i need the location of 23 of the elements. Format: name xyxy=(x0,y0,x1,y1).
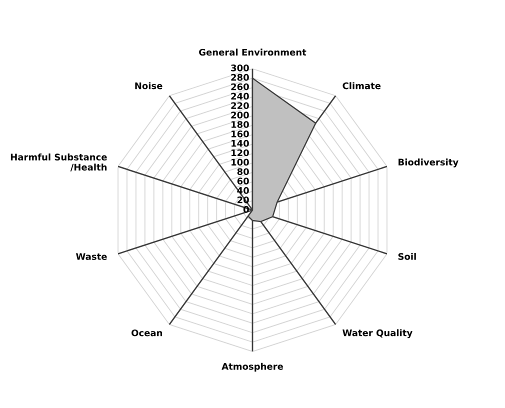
spoke-label: Atmosphere xyxy=(222,362,283,372)
spoke-label: Water Quality xyxy=(342,329,412,338)
y-tick-label: 220 xyxy=(231,102,249,110)
spoke-label: Noise xyxy=(135,82,162,90)
y-tick-label: 80 xyxy=(237,168,249,176)
y-tick-label: 280 xyxy=(231,74,249,81)
y-tick-label: 120 xyxy=(232,149,249,156)
y-tick-label: 200 xyxy=(231,112,249,118)
y-tick-label: 240 xyxy=(231,92,249,100)
spoke-label: Waste xyxy=(76,253,107,260)
spoke-label: General Environment xyxy=(199,48,306,56)
y-tick-label: 60 xyxy=(237,178,249,184)
spoke-label: Climate xyxy=(342,82,381,90)
spoke-label: Ocean xyxy=(132,329,162,336)
spoke-label: Soil xyxy=(398,252,416,260)
y-tick-label: 300 xyxy=(231,64,249,72)
y-tick-label: 260 xyxy=(231,83,249,90)
y-tick-label: 140 xyxy=(232,140,249,147)
spoke-label: Biodiversity xyxy=(398,158,458,168)
y-tick-label: 160 xyxy=(232,130,249,138)
spoke-label: Harmful Substance /Health xyxy=(10,154,107,172)
y-tick-label: 100 xyxy=(232,158,249,166)
y-tick-label: 180 xyxy=(232,121,249,128)
